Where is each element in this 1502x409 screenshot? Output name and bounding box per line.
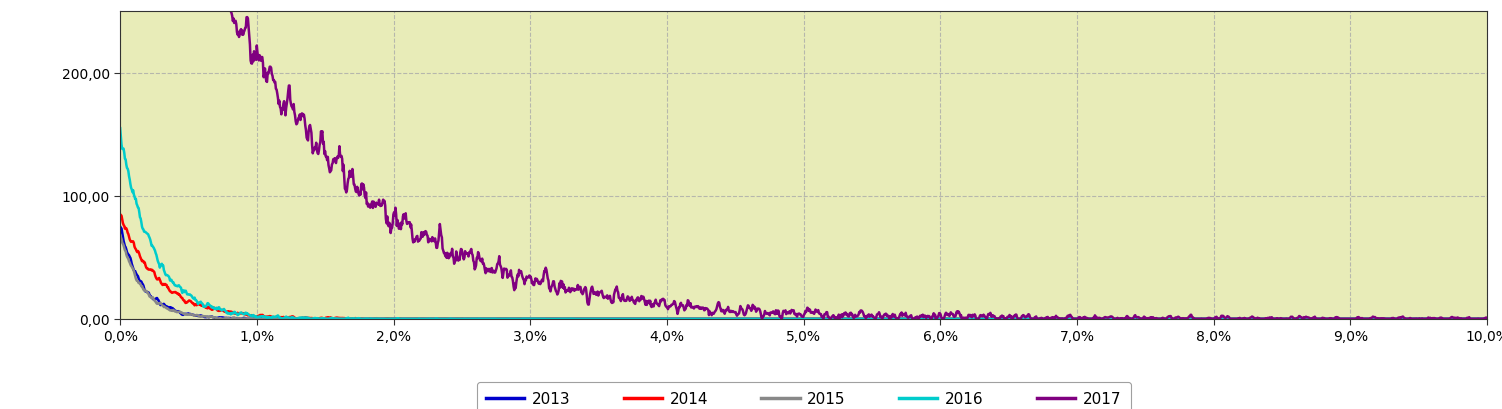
2014 bbox=[620, 317, 638, 321]
2013 bbox=[620, 317, 638, 321]
2014 bbox=[934, 317, 952, 321]
2015 bbox=[1478, 317, 1496, 321]
2015 bbox=[234, 317, 252, 321]
2016 bbox=[620, 317, 638, 321]
2015 bbox=[186, 313, 204, 318]
Line: 2016: 2016 bbox=[120, 129, 1487, 319]
2014 bbox=[1478, 317, 1496, 321]
2014 bbox=[111, 212, 129, 217]
Line: 2015: 2015 bbox=[120, 236, 1487, 319]
2014 bbox=[1236, 317, 1254, 321]
2013 bbox=[234, 316, 252, 321]
2015 bbox=[111, 233, 129, 238]
2016 bbox=[233, 311, 251, 316]
2016 bbox=[111, 126, 129, 131]
2017 bbox=[772, 317, 790, 321]
2014 bbox=[186, 303, 204, 308]
2017 bbox=[619, 295, 637, 300]
2015 bbox=[1236, 317, 1254, 321]
2013 bbox=[934, 317, 952, 321]
Line: 2013: 2013 bbox=[120, 227, 1487, 319]
2017 bbox=[934, 317, 952, 321]
2014 bbox=[233, 311, 251, 316]
2016 bbox=[143, 244, 161, 249]
2013 bbox=[111, 225, 129, 229]
2013 bbox=[1236, 317, 1254, 321]
Line: 2017: 2017 bbox=[120, 0, 1487, 319]
2014 bbox=[143, 268, 161, 273]
2013 bbox=[231, 317, 249, 321]
2016 bbox=[1478, 317, 1496, 321]
2015 bbox=[934, 317, 952, 321]
Line: 2014: 2014 bbox=[120, 215, 1487, 319]
2013 bbox=[186, 313, 204, 318]
2016 bbox=[302, 317, 320, 321]
2015 bbox=[143, 296, 161, 301]
2015 bbox=[213, 317, 231, 321]
2014 bbox=[338, 317, 356, 321]
2017 bbox=[1236, 317, 1254, 321]
2013 bbox=[143, 295, 161, 300]
2016 bbox=[186, 295, 204, 300]
2017 bbox=[233, 29, 251, 34]
2017 bbox=[1478, 315, 1496, 320]
Legend: 2013, 2014, 2015, 2016, 2017: 2013, 2014, 2015, 2016, 2017 bbox=[476, 382, 1131, 409]
2013 bbox=[1478, 317, 1496, 321]
2016 bbox=[934, 317, 952, 321]
2015 bbox=[620, 317, 638, 321]
2016 bbox=[1236, 317, 1254, 321]
